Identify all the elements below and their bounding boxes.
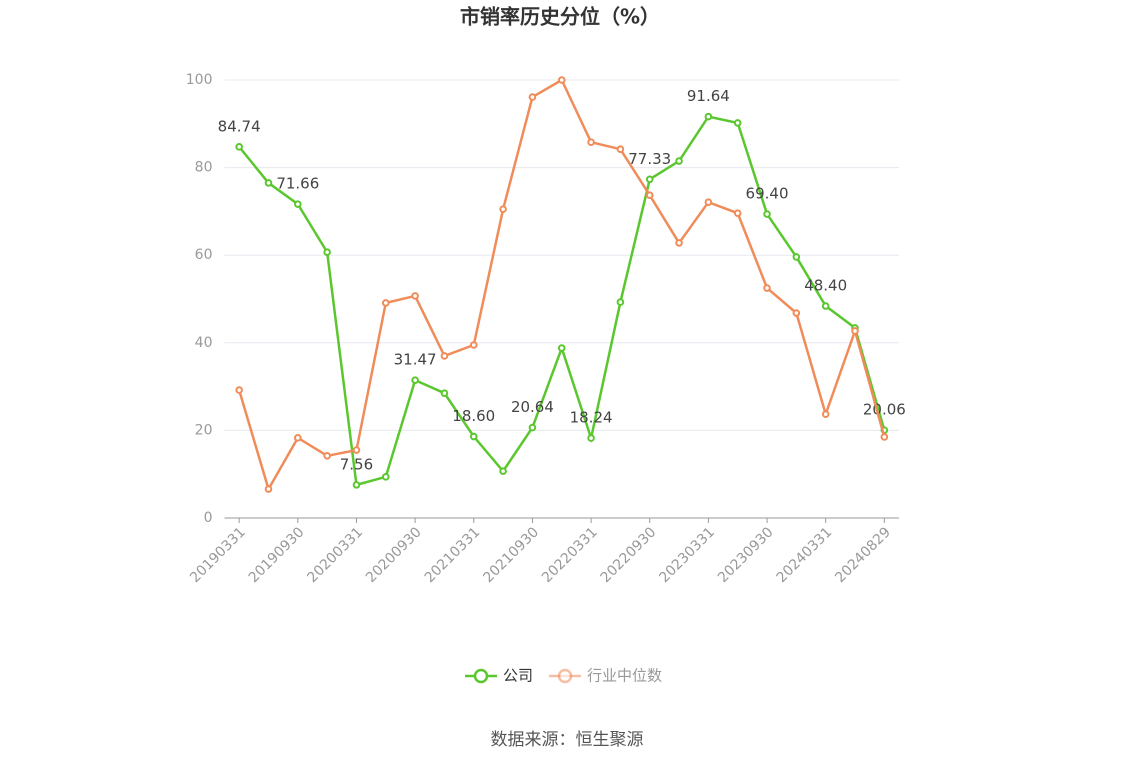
y-tick-label: 100 — [186, 72, 213, 88]
x-tick-label: 20210930 — [480, 524, 542, 586]
data-label: 91.64 — [687, 87, 730, 105]
series-line — [238, 115, 886, 487]
y-tick-label: 80 — [195, 160, 213, 176]
legend-marker — [557, 668, 573, 684]
point — [235, 386, 243, 394]
point — [675, 157, 683, 165]
x-tick-label: 20230930 — [715, 524, 777, 586]
point — [381, 299, 390, 307]
point — [645, 191, 654, 199]
point — [733, 209, 742, 217]
point — [587, 434, 595, 442]
x-tick-label: 20220930 — [598, 524, 660, 586]
point — [557, 344, 566, 352]
point — [294, 434, 302, 442]
y-tick-label: 40 — [195, 335, 213, 351]
data-label: 20.06 — [863, 401, 906, 419]
source: 数据来源：恒生聚源 — [491, 730, 644, 750]
point — [763, 284, 771, 292]
point — [264, 179, 273, 187]
point — [469, 341, 478, 349]
y-tick-label: 60 — [195, 247, 213, 263]
x-tick-label: 20210331 — [422, 524, 484, 586]
x-tick-label: 20190331 — [187, 524, 249, 586]
x-tick-label: 20200930 — [363, 524, 425, 586]
data-label: 77.33 — [628, 150, 671, 168]
point — [792, 253, 801, 261]
data-label: 20.64 — [511, 398, 554, 416]
point — [528, 423, 537, 432]
point — [352, 481, 361, 489]
point — [675, 239, 683, 247]
point — [352, 446, 361, 454]
point — [792, 309, 801, 317]
point — [294, 200, 302, 208]
point — [411, 292, 419, 300]
data-label: 71.66 — [276, 175, 319, 193]
x-tick-label: 20240829 — [832, 524, 894, 586]
point — [616, 298, 625, 306]
point — [323, 248, 331, 256]
data-label: 18.60 — [452, 407, 495, 425]
legend-marker — [473, 668, 489, 684]
point — [587, 138, 595, 146]
point — [821, 410, 830, 418]
point — [440, 352, 449, 360]
x-tick-label: 20220331 — [539, 524, 601, 586]
point — [411, 376, 419, 384]
y-tick-label: 20 — [195, 422, 213, 438]
data-label: 48.40 — [804, 277, 847, 295]
point — [440, 389, 449, 397]
point — [645, 175, 654, 184]
point — [704, 198, 713, 207]
point — [381, 473, 390, 481]
point — [264, 485, 273, 493]
x-tick-label: 20190930 — [246, 524, 308, 586]
point — [469, 432, 478, 441]
legend-label: 公司 — [503, 667, 533, 685]
legend-label: 行业中位数 — [587, 667, 662, 685]
chart-title: 市销率历史分位（%） — [460, 5, 660, 29]
point — [323, 452, 331, 460]
point — [733, 119, 742, 127]
series-line — [237, 78, 886, 493]
data-label: 84.74 — [218, 117, 261, 135]
x-tick-label: 20240331 — [774, 524, 836, 586]
point — [880, 433, 889, 441]
point — [499, 467, 507, 475]
point — [851, 327, 859, 335]
point — [528, 93, 537, 101]
point — [616, 145, 625, 154]
data-label: 7.56 — [340, 455, 373, 473]
point — [235, 143, 243, 151]
x-tick-label: 20230331 — [656, 524, 718, 586]
y-tick-label: 0 — [204, 510, 213, 526]
x-tick-label: 20200331 — [304, 524, 366, 586]
data-label: 69.40 — [746, 185, 789, 203]
data-label: 31.47 — [394, 351, 437, 369]
point — [557, 76, 566, 84]
point — [821, 302, 830, 310]
point — [499, 205, 507, 214]
point — [763, 210, 771, 218]
point — [704, 112, 713, 121]
data-label: 18.24 — [570, 409, 613, 427]
